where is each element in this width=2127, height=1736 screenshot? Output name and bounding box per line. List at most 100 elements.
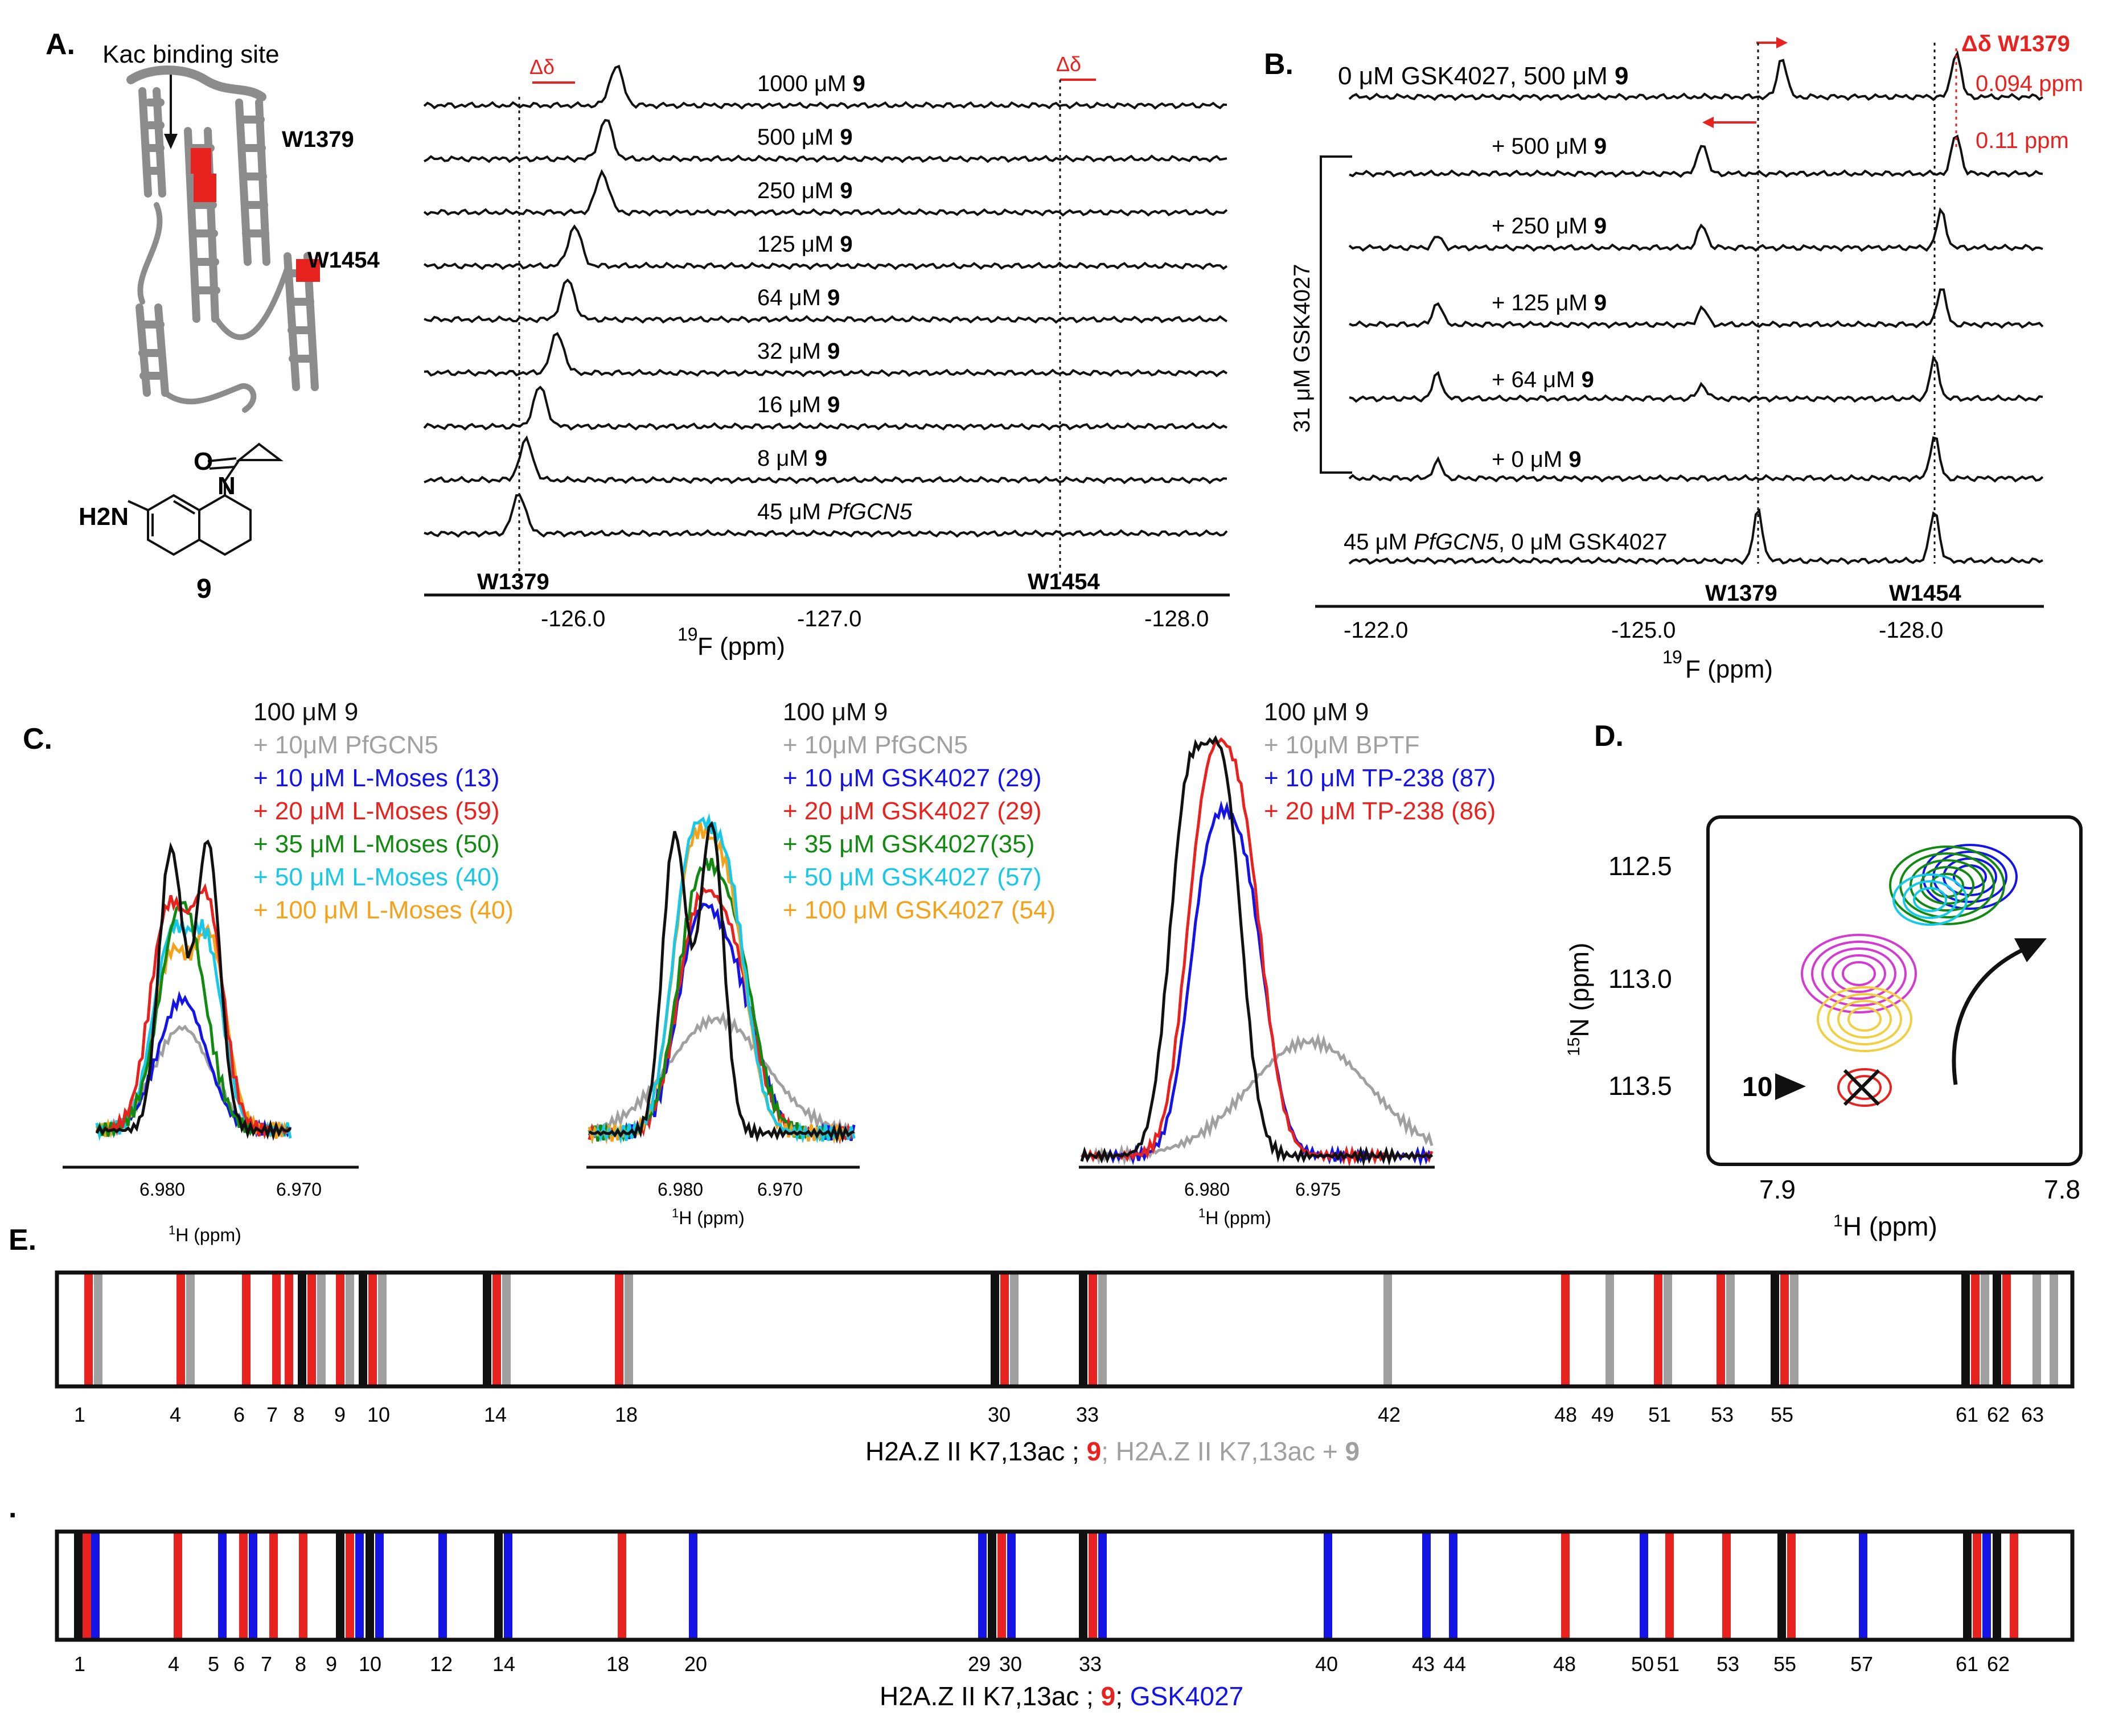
legend-entry: + 20 μM GSK4027 (29)	[783, 797, 1042, 825]
hsqc-contour	[1832, 954, 1886, 993]
bar-2-position-number: 5	[208, 1652, 219, 1676]
residue-stripe	[1561, 1533, 1570, 1638]
spectrum-a-label: 500 μM 9	[757, 125, 853, 150]
residue-stripe	[1010, 1274, 1019, 1385]
bar-2-position-number: 48	[1553, 1652, 1576, 1676]
nmr-trace	[1081, 800, 1434, 1167]
residue-stripe	[492, 1274, 501, 1385]
d-ytick-1125: 112.5	[1608, 851, 1672, 881]
legend-entry: + 10 μM L-Moses (13)	[253, 764, 500, 792]
legend-entry: 100 μM 9	[783, 698, 888, 726]
sequence-bar-2-frame	[55, 1529, 2075, 1642]
panel-b-label: B.	[1264, 48, 1294, 81]
spectrum-b-label: + 125 μM 9	[1492, 290, 1607, 315]
shift-direction-arrow	[1952, 946, 2028, 1085]
panel-a-tick-1270: -127.0	[797, 606, 861, 631]
residue-stripe	[1971, 1274, 1980, 1385]
spectrum-b-label: + 0 μM 9	[1492, 447, 1582, 472]
residue-stripe	[438, 1533, 447, 1638]
residue-stripe	[1963, 1533, 1972, 1638]
legend-entry: + 100 μM GSK4027 (54)	[783, 896, 1056, 924]
spectrum-b-trace	[1349, 288, 2044, 329]
residue-stripe	[1089, 1533, 1097, 1638]
panel-b-tick-128: -128.0	[1879, 618, 1943, 643]
spectrum-b-label: + 500 μM 9	[1492, 134, 1607, 159]
bar-1-position-number: 51	[1648, 1403, 1671, 1426]
panel-a-label: A.	[46, 28, 75, 61]
d-xtick-78: 7.8	[2044, 1175, 2080, 1204]
spectrum-a-label: 45 μM PfGCN5	[757, 499, 913, 524]
panel-a: A. Kac binding site W1379 W1454	[46, 28, 1230, 660]
residue-stripe	[299, 1533, 307, 1638]
residue-stripe	[1449, 1533, 1457, 1638]
w1379-residue-marker-base	[194, 174, 216, 202]
bar-2-position-number: 29	[968, 1652, 991, 1676]
gsk4027-bracket	[1320, 155, 1352, 474]
residue-stripe	[242, 1274, 251, 1385]
residue-stripe	[2050, 1274, 2058, 1385]
residue-stripe	[1993, 1533, 2001, 1638]
residue-stripe	[1982, 1533, 1991, 1638]
bar-2-position-number: 44	[1443, 1652, 1466, 1676]
panel-a-xlabel-sup: 19	[677, 624, 698, 645]
hsqc-contour	[1910, 859, 1985, 912]
residue-stripe	[269, 1533, 278, 1638]
hsqc-contours	[1801, 844, 2018, 1107]
hsqc-contour	[1842, 961, 1876, 986]
spectrum-a-trace	[424, 118, 1227, 163]
bar-1-position-number: 61	[1956, 1403, 1978, 1426]
d-ytick-1135: 113.5	[1608, 1071, 1672, 1101]
bar-2-position-number: 30	[999, 1652, 1022, 1676]
residue-stripe	[988, 1533, 996, 1638]
bar-2-position-number: 62	[1987, 1652, 2010, 1676]
hsqc-contour	[1913, 887, 1947, 912]
residue-stripe	[997, 1533, 1006, 1638]
residue-stripe	[1654, 1274, 1662, 1385]
hsqc-contour	[1892, 873, 1968, 926]
c2-xlabel: 1H (ppm)	[672, 1206, 745, 1228]
legend-entry: + 20 μM L-Moses (59)	[253, 797, 500, 825]
residue-stripe	[366, 1533, 374, 1638]
spectrum-a-label: 250 μM 9	[757, 178, 853, 203]
spectrum-a-label: 32 μM 9	[757, 339, 840, 364]
residue-stripe	[84, 1274, 93, 1385]
compound-o-atom: O	[194, 448, 213, 475]
residue-stripe	[1664, 1274, 1672, 1385]
spectrum-a-label: 125 μM 9	[757, 232, 853, 257]
bar-1-position-number: 14	[484, 1403, 507, 1426]
residue-stripe	[2032, 1274, 2041, 1385]
bar-2-position-number: 40	[1315, 1652, 1338, 1676]
spectrum-a-label: 64 μM 9	[757, 285, 840, 310]
axis-peak-w1454: W1454	[1028, 569, 1100, 594]
residue-stripe	[1007, 1533, 1016, 1638]
nmr-trace	[95, 839, 291, 1141]
bar-1-position-number: 4	[170, 1403, 181, 1426]
spectrum-a-trace	[424, 435, 1227, 485]
bar-2-position-number: 14	[492, 1652, 515, 1676]
panel-a-tick-1260: -126.0	[541, 606, 605, 631]
residue-stripe	[1079, 1533, 1087, 1638]
residue-stripe	[1722, 1533, 1731, 1638]
c3-xlabel: 1H (ppm)	[1198, 1206, 1271, 1228]
residue-stripe	[1961, 1274, 1970, 1385]
hsqc-contour	[1903, 880, 1957, 919]
bar-1-position-number: 62	[1987, 1403, 2010, 1426]
panel-b-tick-125: -125.0	[1611, 618, 1676, 643]
residue-stripe	[2002, 1274, 2011, 1385]
bar-2-position-number: 33	[1079, 1652, 1102, 1676]
spectrum-b-trace	[1348, 207, 2043, 252]
residue-stripe	[1790, 1274, 1798, 1385]
residue-stripe	[1993, 1274, 2001, 1385]
residue-stripe	[346, 1533, 354, 1638]
binding-site-arrowhead	[164, 134, 178, 149]
residue-stripe	[1780, 1274, 1789, 1385]
panel-a-tick-1280: -128.0	[1144, 606, 1209, 631]
panel-b-bottom-label: 45 μM PfGCN5, 0 μM GSK4027	[1344, 530, 1668, 555]
bar-2-position-number: 55	[1773, 1652, 1796, 1676]
d-ylabel: 15N (ppm)	[1565, 943, 1594, 1057]
hsqc-contour	[1801, 934, 1917, 1013]
spectrum-a-trace	[423, 224, 1228, 270]
residue-stripe	[1324, 1533, 1332, 1638]
residue-stripe	[83, 1533, 91, 1638]
residue-stripe	[336, 1274, 344, 1385]
